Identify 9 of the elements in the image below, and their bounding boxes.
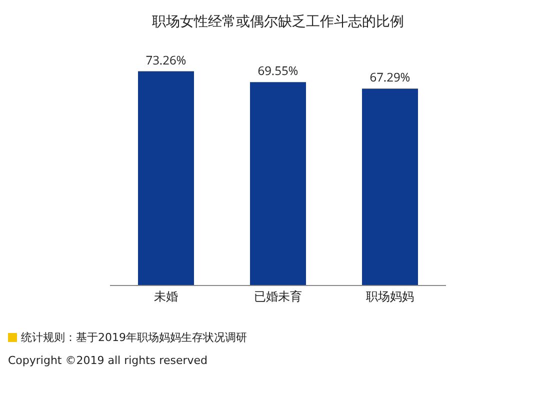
chart-title: 职场女性经常或偶尔缺乏工作斗志的比例 <box>152 12 404 31</box>
text: 统计规则：基于2019年职场妈妈生存状况调研 <box>21 330 247 345</box>
data-label: 67.29% <box>370 68 410 86</box>
x-tick-label: 未婚 <box>154 287 178 304</box>
text: Copyright ©2019 all rights reserved <box>8 354 208 367</box>
data-label: 69.55% <box>258 62 298 80</box>
data-label: 73.26% <box>146 51 186 68</box>
x-tick-label: 已婚未育 <box>254 287 302 304</box>
x-tick-label: 职场妈妈 <box>366 287 414 304</box>
